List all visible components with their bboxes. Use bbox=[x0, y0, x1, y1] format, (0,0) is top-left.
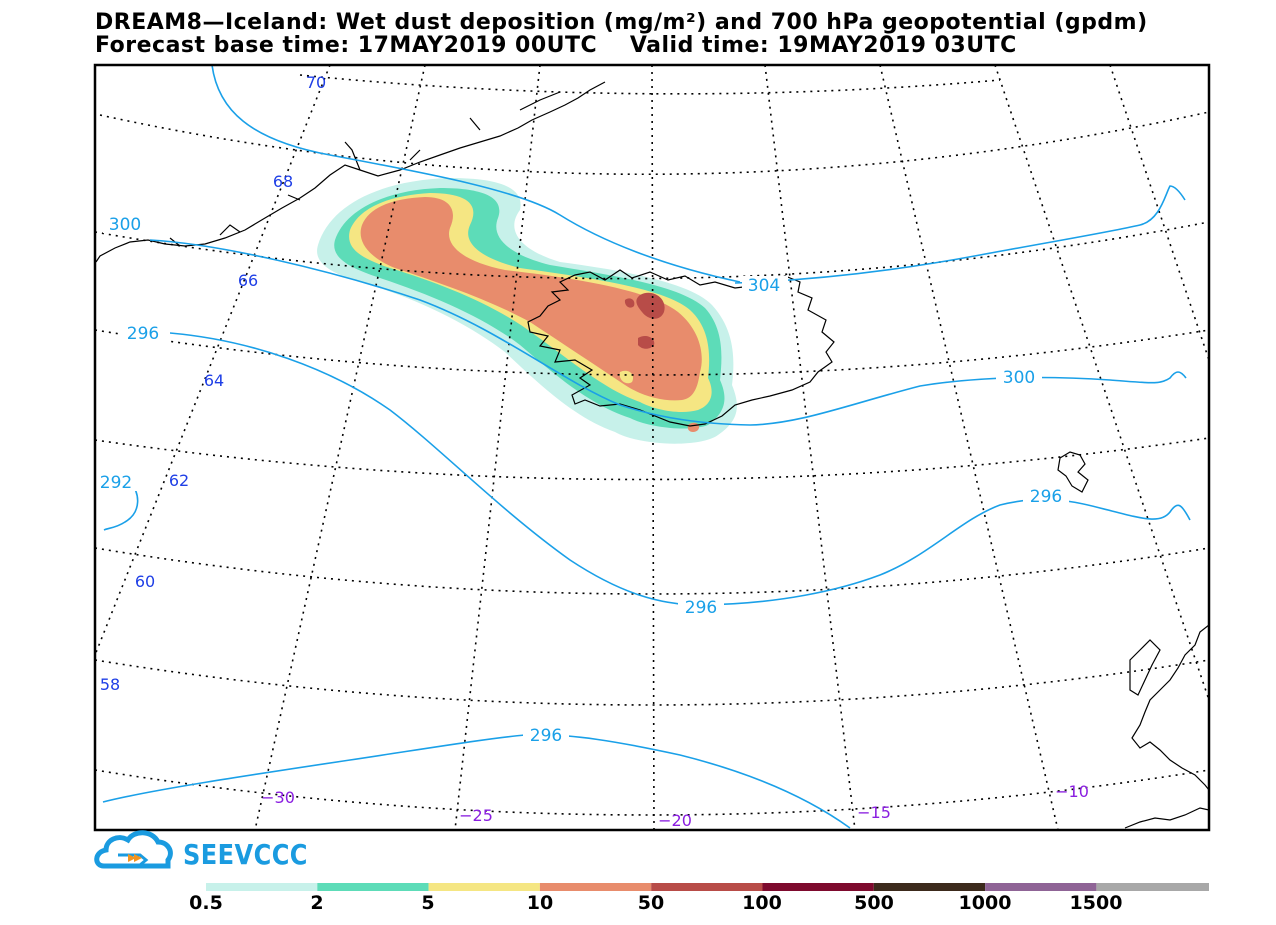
parallel-58 bbox=[95, 660, 1209, 705]
lon-label-20: −20 bbox=[658, 811, 692, 830]
contour-label-296-west: 296 bbox=[127, 324, 159, 344]
legend-swatch-0 bbox=[206, 883, 317, 891]
legend-label-100: 100 bbox=[742, 892, 782, 914]
geopotential-contours bbox=[103, 65, 1190, 828]
meridian-20 bbox=[652, 65, 654, 830]
legend-label-10: 10 bbox=[527, 892, 553, 914]
lon-label-10: −10 bbox=[1055, 782, 1089, 801]
lat-label-66: 66 bbox=[238, 271, 258, 290]
parallel-66 bbox=[95, 222, 1209, 279]
lat-label-64: 64 bbox=[204, 371, 224, 390]
lat-label-62: 62 bbox=[169, 471, 189, 490]
latitude-labels: 70 68 66 64 62 60 58 bbox=[100, 73, 326, 694]
lat-label-58: 58 bbox=[100, 675, 120, 694]
meridian-0 bbox=[1110, 65, 1209, 360]
lat-label-70: 70 bbox=[306, 73, 326, 92]
meridian-35 bbox=[95, 65, 330, 655]
legend-swatch-2 bbox=[429, 883, 540, 891]
graticule-layer bbox=[95, 65, 1209, 830]
seevccc-logo-text: SEEVCCC bbox=[183, 838, 308, 871]
parallel-68 bbox=[100, 112, 1209, 174]
contour-label-304: 304 bbox=[748, 276, 780, 296]
legend-label-1000: 1000 bbox=[959, 892, 1012, 914]
faroe-islands-coastline bbox=[1058, 452, 1088, 492]
lon-label-30: −30 bbox=[261, 788, 295, 807]
legend-label-5: 5 bbox=[421, 892, 434, 914]
legend-swatch-4 bbox=[651, 883, 762, 891]
lon-label-25: −25 bbox=[459, 806, 493, 825]
contour-label-300-west: 300 bbox=[109, 215, 141, 235]
legend-swatch-1 bbox=[317, 883, 428, 891]
contour-304 bbox=[735, 186, 1185, 283]
legend-swatch-6 bbox=[874, 883, 985, 891]
map-content: 300 304 296 300 292 296 296 296 70 68 66… bbox=[95, 65, 1209, 830]
contour-label-300-east: 300 bbox=[1003, 368, 1035, 388]
lat-label-60: 60 bbox=[135, 572, 155, 591]
legend-colorbar bbox=[206, 883, 1209, 891]
legend-label-1500: 1500 bbox=[1070, 892, 1123, 914]
contour-label-292: 292 bbox=[100, 473, 132, 493]
legend-label-500: 500 bbox=[854, 892, 894, 914]
legend-label-50: 50 bbox=[638, 892, 664, 914]
contour-label-296-east: 296 bbox=[1030, 487, 1062, 507]
legend-swatch-5 bbox=[763, 883, 874, 891]
meridian-10 bbox=[880, 65, 1058, 830]
legend-label-2: 2 bbox=[310, 892, 323, 914]
norway-coastline bbox=[1132, 625, 1209, 790]
map-frame bbox=[95, 65, 1209, 830]
contour-label-296-center: 296 bbox=[685, 598, 717, 618]
legend-swatch-3 bbox=[540, 883, 651, 891]
legend-swatch-8 bbox=[1096, 883, 1209, 891]
legend-label-0-5: 0.5 bbox=[189, 892, 223, 914]
parallel-60 bbox=[95, 548, 1209, 594]
scotland-coastline bbox=[1125, 808, 1209, 828]
contour-label-296-south: 296 bbox=[530, 726, 562, 746]
parallel-70 bbox=[300, 75, 1000, 94]
longitude-labels: −30 −25 −20 −15 −10 bbox=[261, 782, 1089, 830]
coastline-layer bbox=[96, 82, 1209, 828]
meridian-15 bbox=[765, 65, 855, 830]
lat-label-68: 68 bbox=[273, 172, 293, 191]
legend-swatch-7 bbox=[985, 883, 1096, 891]
parallel-62 bbox=[95, 438, 1209, 480]
lon-label-15: −15 bbox=[857, 803, 891, 822]
seevccc-logo-icon bbox=[97, 833, 171, 866]
